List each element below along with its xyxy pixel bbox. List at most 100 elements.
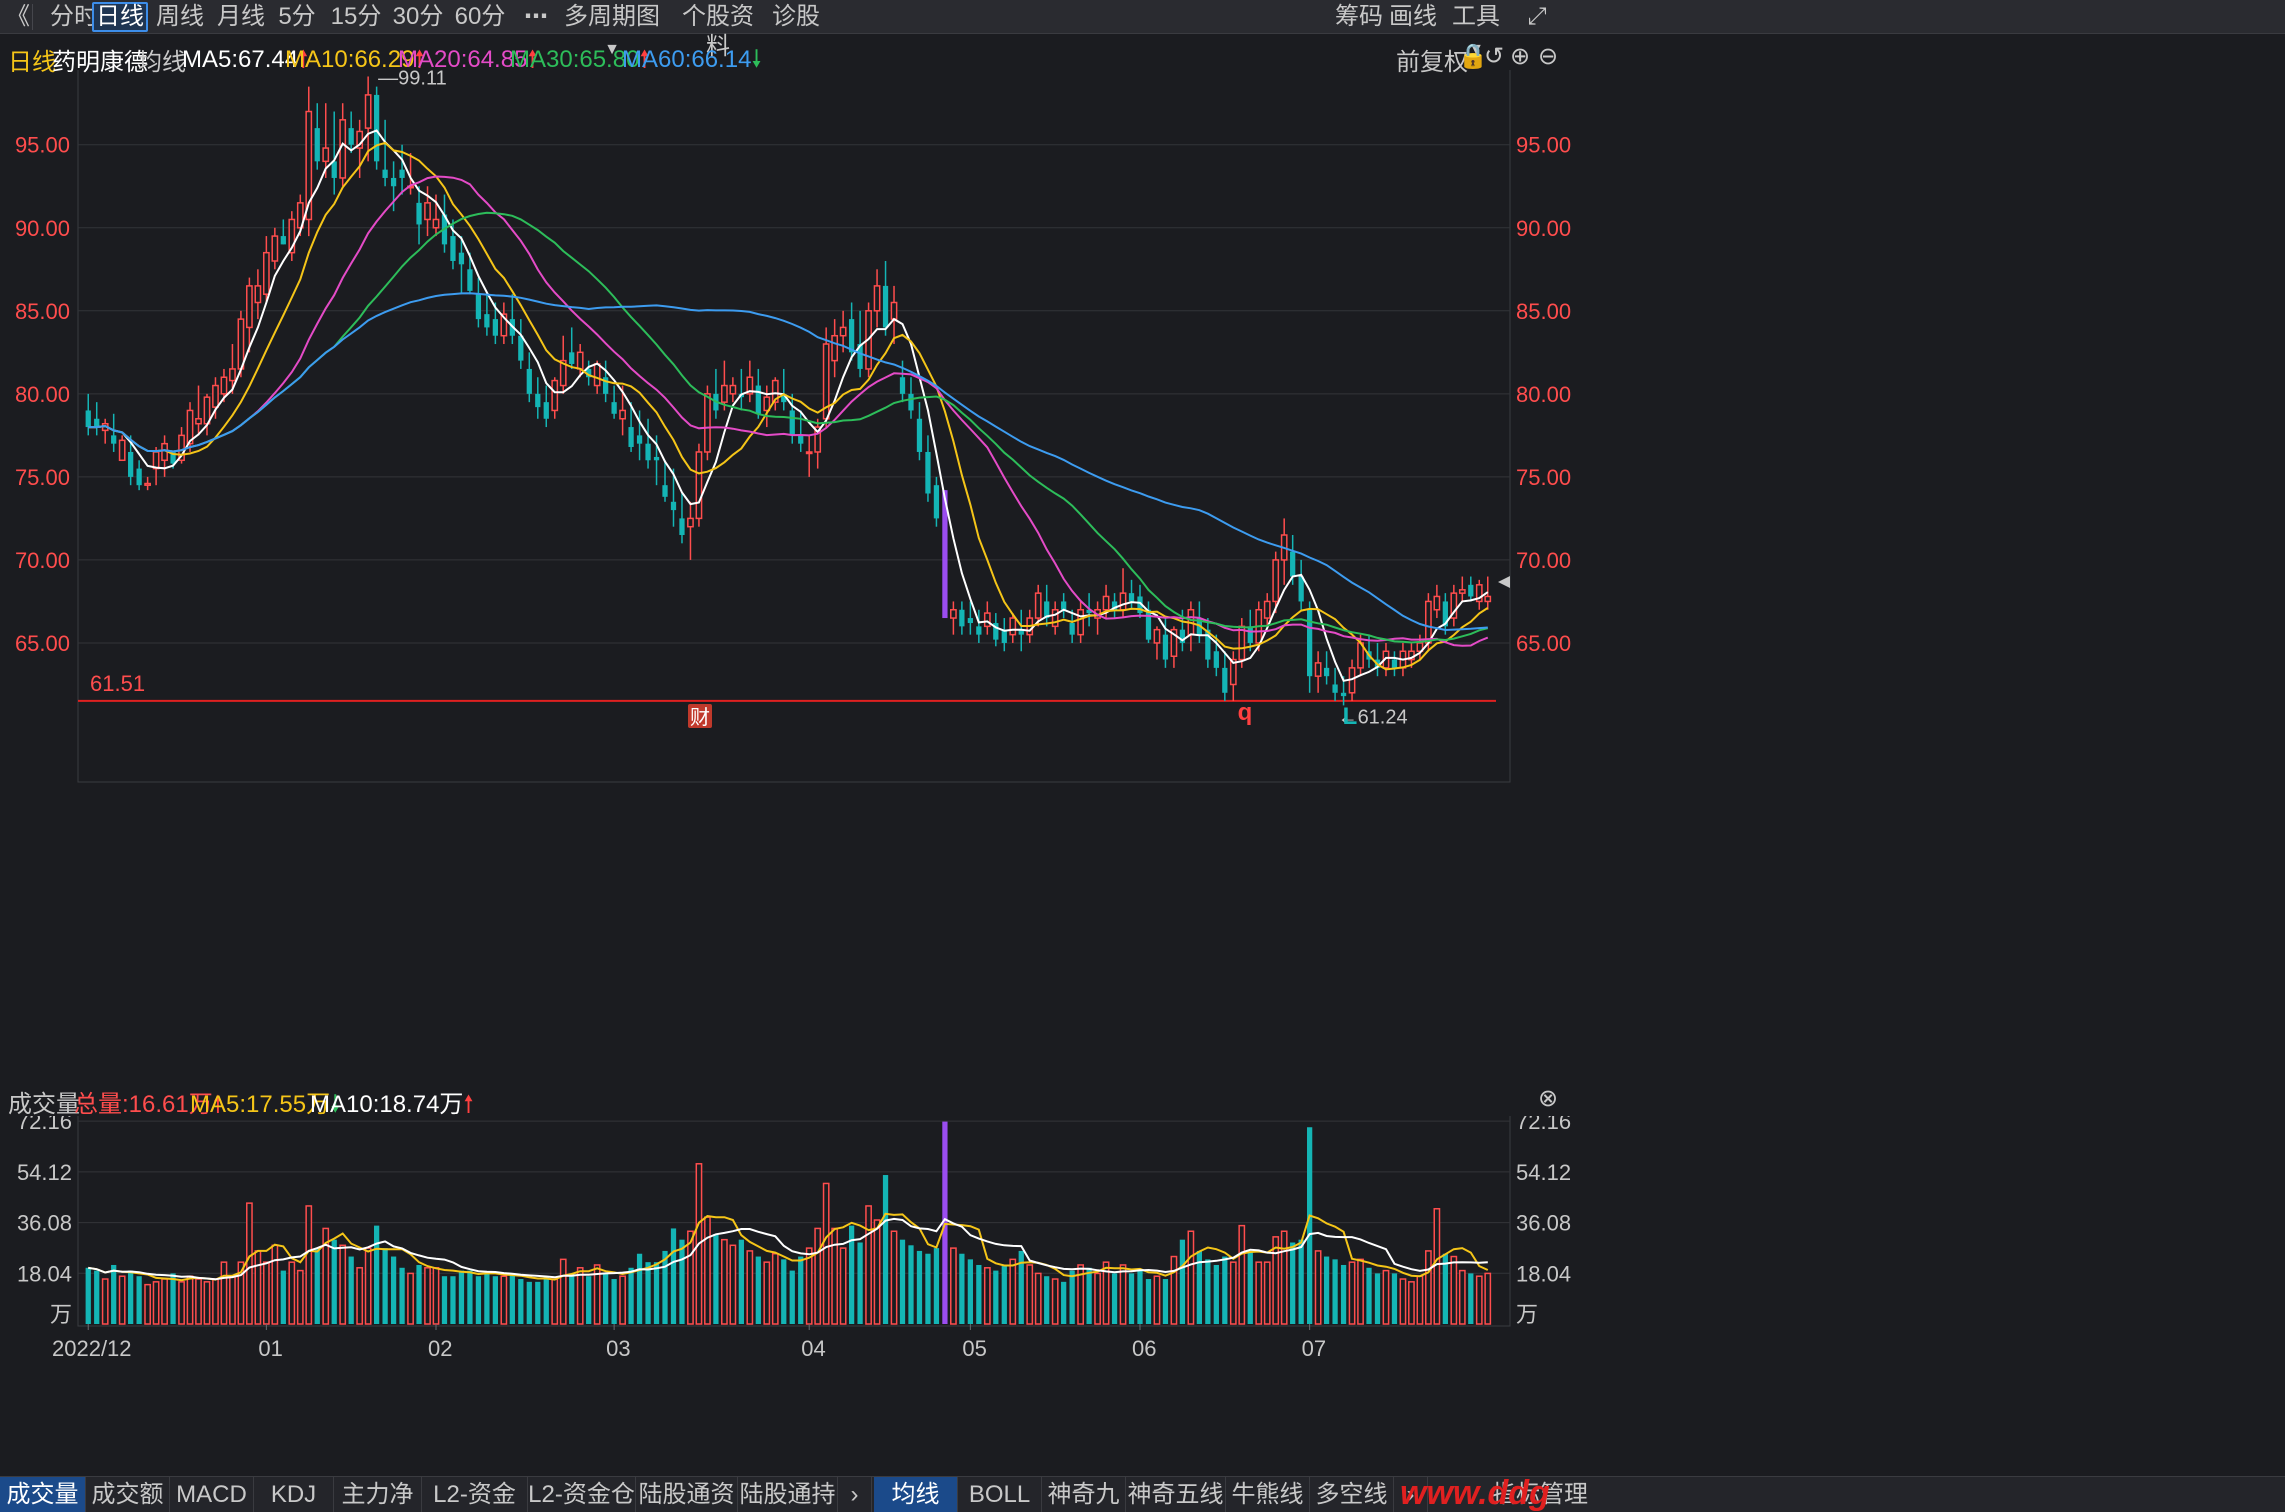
candle-body xyxy=(1307,609,1313,677)
volume-bar xyxy=(831,1227,839,1325)
candle-body xyxy=(1034,592,1042,619)
candle-body xyxy=(653,456,660,461)
volume-bar xyxy=(161,1278,168,1325)
candle-body xyxy=(831,334,839,362)
volume-bar xyxy=(535,1281,541,1324)
volume-bar xyxy=(416,1264,422,1324)
volume-bar xyxy=(407,1272,414,1325)
volume-bar xyxy=(262,1261,270,1325)
candle-body xyxy=(1332,684,1338,693)
volume-bar xyxy=(1162,1279,1169,1324)
tab-hk-connect-fund[interactable]: 陆股通资金 xyxy=(636,1477,738,1512)
candle-body xyxy=(1450,592,1458,619)
undo-icon[interactable]: ↺ xyxy=(1484,43,1505,70)
more-menu-button[interactable]: ⋯ xyxy=(524,3,548,30)
candle-body xyxy=(535,393,541,408)
candle-body xyxy=(212,384,219,408)
tab-indicator-manage[interactable]: 指标管理 xyxy=(1492,1481,1588,1508)
chips-button[interactable]: 筹码 xyxy=(1335,3,1383,30)
price-grid: 95.00 95.00 90.00 90.00 85.00 85.00 80.00 80.00… xyxy=(15,70,1571,783)
zoom-in-icon[interactable]: ⊕ xyxy=(1510,43,1531,70)
volume-tick-right: 18.04 xyxy=(1516,1261,1571,1286)
tab-turnover[interactable]: 成交额 xyxy=(86,1477,170,1512)
x-tick-label: 01 xyxy=(258,1336,282,1361)
price-tick-left: 75.00 xyxy=(15,465,70,490)
candle-body xyxy=(569,352,575,364)
volume-bar xyxy=(1094,1272,1101,1325)
candle-body xyxy=(1229,658,1237,686)
chevron-down-icon: ▼ xyxy=(604,41,620,58)
candle-body xyxy=(288,218,296,254)
diagnosis-button[interactable]: 诊股 xyxy=(772,3,820,30)
candle-body xyxy=(399,169,405,178)
tools-button[interactable]: 工具 ▼ xyxy=(1444,2,1508,58)
tab-main-net[interactable]: 主力净额 xyxy=(334,1477,422,1512)
tab-bull-bear[interactable]: 牛熊线 xyxy=(1226,1477,1310,1512)
candle-body xyxy=(322,147,330,163)
tabs-next-left[interactable]: › xyxy=(838,1477,872,1512)
volume-bar xyxy=(839,1247,847,1325)
tab-ma[interactable]: 均线 xyxy=(874,1477,958,1512)
close-icon[interactable]: ⊗ xyxy=(1538,1085,1559,1112)
candle-body xyxy=(526,368,532,394)
tab-30min[interactable]: 30分 xyxy=(392,3,444,30)
volume-bar xyxy=(1450,1255,1458,1325)
tab-kdj[interactable]: KDJ xyxy=(254,1477,334,1512)
tab-5min[interactable]: 5分 xyxy=(278,3,316,30)
fuquan-label[interactable]: 前复权 xyxy=(1396,49,1468,76)
tab-weekly[interactable]: 周线 xyxy=(156,3,204,30)
candle-body xyxy=(771,379,779,403)
volume-bar xyxy=(399,1267,405,1324)
tab-l2-bottom[interactable]: L2-资金抄底 xyxy=(422,1477,528,1512)
candle-body xyxy=(551,379,559,412)
tab-intraday[interactable]: 分时 xyxy=(50,3,98,30)
tab-volume[interactable]: 成交量 xyxy=(0,1477,86,1512)
volume-bar xyxy=(586,1276,592,1324)
candle-body xyxy=(1205,629,1211,660)
price-tick-right: 70.00 xyxy=(1516,548,1571,573)
tab-60min[interactable]: 60分 xyxy=(454,3,506,30)
volume-tick-right: 54.12 xyxy=(1516,1160,1571,1185)
candle-body xyxy=(416,202,422,225)
tab-15min[interactable]: 15分 xyxy=(330,3,382,30)
candle-body xyxy=(619,409,626,420)
tab-macd[interactable]: MACD xyxy=(170,1477,254,1512)
tab-daily[interactable]: 日线 xyxy=(92,2,148,32)
back-button[interactable]: 《 xyxy=(6,3,30,30)
tab-l2-position[interactable]: L2-资金仓位 xyxy=(528,1477,636,1512)
volume-total: 总量:16.61万🠕 xyxy=(74,1091,224,1118)
draw-button[interactable]: 画线 xyxy=(1389,3,1437,30)
lock-icon[interactable]: 🔒 xyxy=(1458,43,1488,70)
volume-bar xyxy=(1307,1127,1313,1324)
multi-period-button[interactable]: 多周期图 ▼ xyxy=(560,2,664,58)
stock-info-button[interactable]: 个股资料 xyxy=(682,3,754,60)
volume-chart[interactable]: 72.16 72.16 54.12 54.12 36.08 36.08 18.04 18.04… xyxy=(0,1116,2285,1476)
volume-bar xyxy=(509,1273,515,1324)
candle-body xyxy=(475,294,482,320)
tab-hk-connect-hold[interactable]: 陆股通持股 xyxy=(738,1477,838,1512)
tab-magic-five[interactable]: 神奇五线谱 xyxy=(1126,1477,1226,1512)
price-chart[interactable]: 95.00 95.00 90.00 90.00 85.00 85.00 80.00 80.00… xyxy=(0,70,2285,1080)
ma30-value: MA30:65.80🠕 xyxy=(510,46,650,73)
candle-body xyxy=(1323,667,1330,677)
ma5-line xyxy=(88,129,1489,682)
multi-period-label: 多周期图 xyxy=(564,3,660,30)
volume-bar xyxy=(1323,1256,1330,1324)
volume-bar xyxy=(220,1261,228,1325)
zoom-out-icon[interactable]: ⊖ xyxy=(1538,43,1559,70)
candle-body xyxy=(1044,601,1050,619)
tab-boll[interactable]: BOLL xyxy=(958,1477,1042,1512)
tab-long-short[interactable]: 多空线 xyxy=(1310,1477,1394,1512)
fullscreen-icon[interactable]: ⤢ xyxy=(1527,3,1547,30)
candle-body xyxy=(1102,595,1110,611)
volume-bar xyxy=(212,1278,219,1325)
tab-magic-nine[interactable]: 神奇九转 xyxy=(1042,1477,1126,1512)
volume-labels: 2022/12 01 02 03 04 05 06 07 xyxy=(52,1324,1326,1361)
candle-body xyxy=(959,609,965,627)
candle-body xyxy=(1018,629,1024,635)
volume-bar xyxy=(246,1202,253,1325)
tab-monthly[interactable]: 月线 xyxy=(217,3,265,30)
volume-bar xyxy=(1229,1261,1237,1325)
tabs-next-right[interactable]: › xyxy=(1394,1477,1428,1512)
price-tick-right: 75.00 xyxy=(1516,465,1571,490)
